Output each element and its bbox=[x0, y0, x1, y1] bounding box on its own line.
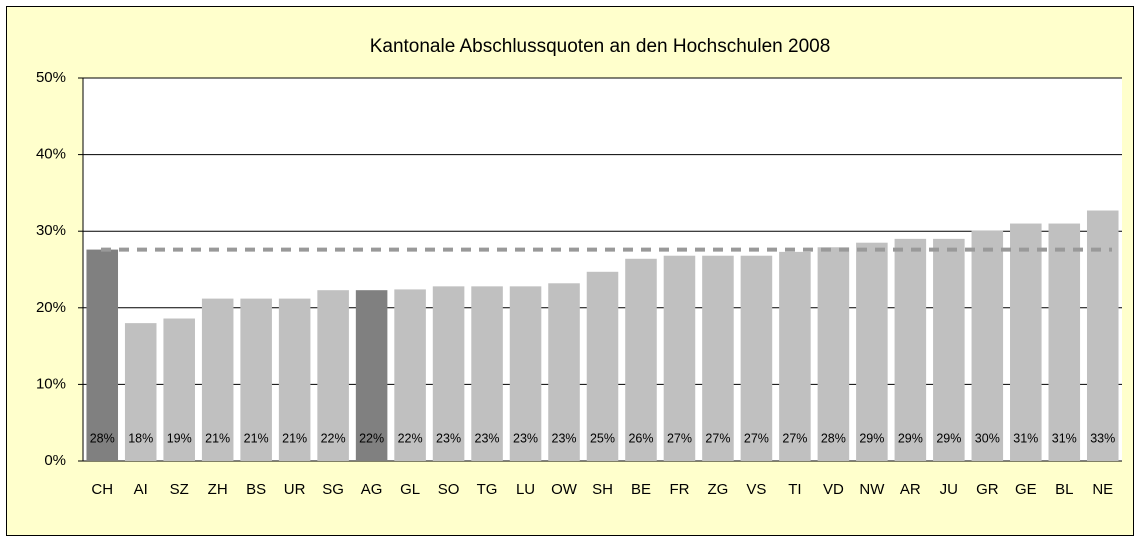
value-label: 23% bbox=[436, 431, 461, 445]
bar bbox=[201, 298, 234, 461]
value-label: 31% bbox=[1013, 431, 1038, 445]
value-label: 30% bbox=[975, 431, 1000, 445]
bar bbox=[163, 318, 195, 461]
bar bbox=[702, 255, 734, 461]
y-tick-label: 40% bbox=[36, 146, 66, 163]
bar bbox=[894, 238, 927, 461]
value-label: 27% bbox=[744, 431, 769, 445]
value-label: 19% bbox=[167, 431, 192, 445]
x-tick-label: JU bbox=[940, 481, 958, 498]
bar bbox=[1086, 210, 1119, 461]
x-tick-label: SH bbox=[592, 481, 613, 498]
value-label: 22% bbox=[321, 431, 346, 445]
bar bbox=[124, 323, 157, 461]
value-label: 25% bbox=[590, 431, 615, 445]
x-tick-label: TI bbox=[788, 481, 801, 498]
value-label: 22% bbox=[359, 431, 384, 445]
x-tick-label: AG bbox=[361, 481, 383, 498]
x-tick-label: OW bbox=[551, 481, 578, 498]
x-tick-label: SG bbox=[322, 481, 344, 498]
x-tick-label: NE bbox=[1092, 481, 1113, 498]
value-label: 26% bbox=[628, 431, 653, 445]
x-tick-label: CH bbox=[91, 481, 113, 498]
y-tick-label: 20% bbox=[36, 299, 66, 316]
x-tick-label: SZ bbox=[170, 481, 189, 498]
bar bbox=[471, 286, 503, 461]
value-label: 23% bbox=[475, 431, 500, 445]
y-tick-label: 30% bbox=[36, 222, 66, 239]
value-label: 31% bbox=[1052, 431, 1077, 445]
x-tick-label: BL bbox=[1055, 481, 1073, 498]
x-tick-label: SO bbox=[438, 481, 460, 498]
value-label: 22% bbox=[398, 431, 423, 445]
x-tick-label: BS bbox=[246, 481, 266, 498]
value-label: 27% bbox=[705, 431, 730, 445]
bar bbox=[586, 271, 619, 461]
value-label: 28% bbox=[90, 431, 115, 445]
x-tick-label: GR bbox=[976, 481, 999, 498]
value-label: 23% bbox=[552, 431, 577, 445]
bar bbox=[779, 251, 811, 461]
x-tick-label: BE bbox=[631, 481, 651, 498]
value-label: 18% bbox=[128, 431, 153, 445]
value-label: 33% bbox=[1090, 431, 1115, 445]
value-label: 27% bbox=[782, 431, 807, 445]
bar bbox=[933, 238, 965, 461]
x-tick-label: VD bbox=[823, 481, 844, 498]
bar bbox=[1048, 223, 1081, 461]
value-label: 29% bbox=[898, 431, 923, 445]
y-tick-label: 0% bbox=[44, 452, 66, 469]
x-tick-label: UR bbox=[284, 481, 306, 498]
value-label: 27% bbox=[667, 431, 692, 445]
x-tick-label: TG bbox=[477, 481, 498, 498]
bar bbox=[86, 249, 119, 461]
bar bbox=[278, 298, 311, 461]
bar bbox=[663, 255, 696, 461]
bar bbox=[1010, 223, 1042, 461]
value-label: 29% bbox=[936, 431, 961, 445]
x-tick-label: GL bbox=[400, 481, 420, 498]
value-label: 29% bbox=[859, 431, 884, 445]
bar bbox=[432, 286, 465, 461]
y-tick-label: 10% bbox=[36, 375, 66, 392]
x-tick-label: AI bbox=[134, 481, 148, 498]
x-tick-label: LU bbox=[516, 481, 535, 498]
x-tick-label: AR bbox=[900, 481, 921, 498]
bar bbox=[740, 255, 773, 461]
x-tick-label: ZG bbox=[708, 481, 729, 498]
value-label: 28% bbox=[821, 431, 846, 445]
x-tick-label: ZH bbox=[208, 481, 228, 498]
bar bbox=[625, 258, 657, 461]
x-tick-label: FR bbox=[669, 481, 689, 498]
x-tick-label: GE bbox=[1015, 481, 1037, 498]
value-label: 21% bbox=[244, 431, 269, 445]
x-tick-label: NW bbox=[859, 481, 885, 498]
bar bbox=[355, 290, 388, 461]
bar bbox=[548, 283, 580, 461]
value-label: 21% bbox=[205, 431, 230, 445]
bar bbox=[240, 298, 272, 461]
bar bbox=[317, 290, 349, 461]
bar bbox=[971, 230, 1004, 461]
chart-title: Kantonale Abschlussquoten an den Hochsch… bbox=[370, 36, 831, 57]
value-label: 21% bbox=[282, 431, 307, 445]
y-tick-label: 50% bbox=[36, 69, 66, 86]
bar bbox=[394, 289, 426, 461]
bar bbox=[856, 242, 888, 461]
x-tick-label: VS bbox=[746, 481, 766, 498]
bar bbox=[509, 286, 542, 461]
bar bbox=[817, 247, 850, 461]
value-label: 23% bbox=[513, 431, 538, 445]
